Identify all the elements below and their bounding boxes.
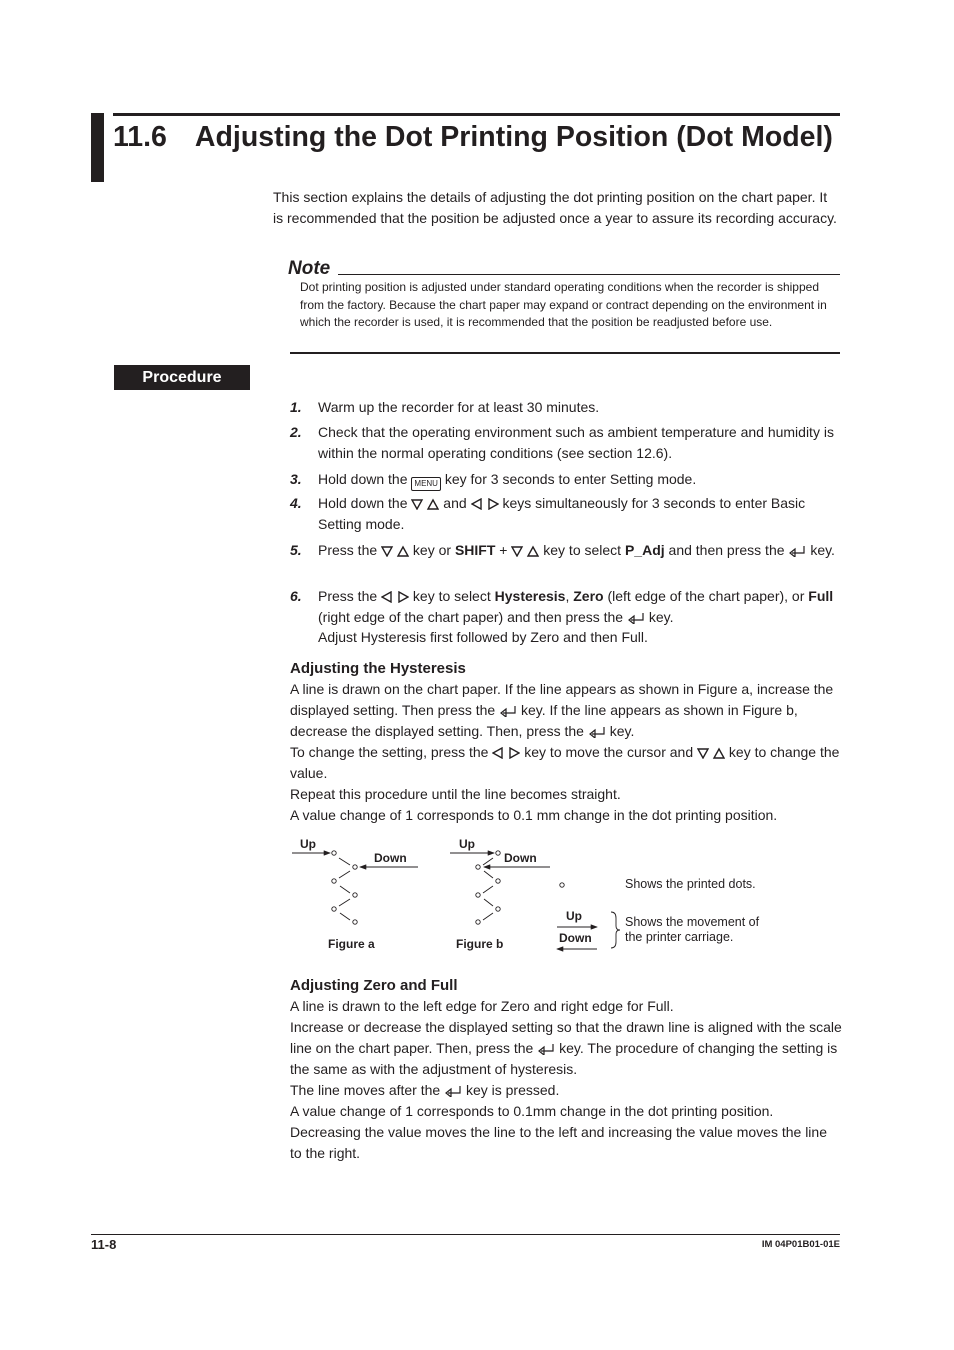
doc-id: IM 04P01B01-01E xyxy=(761,1239,840,1250)
text: The line moves after the xyxy=(290,1082,441,1098)
step-part: (right edge of the chart paper) and then… xyxy=(318,608,624,625)
legend-text: Shows the printed dots. xyxy=(625,877,756,891)
step-part: key or xyxy=(412,542,452,558)
hysteresis-body: A line is drawn on the chart paper. If t… xyxy=(290,679,842,826)
paragraph: Decreasing the value moves the line to t… xyxy=(290,1124,827,1161)
text: key. xyxy=(609,723,635,739)
figure-caption: Figure b xyxy=(456,937,504,951)
step-part: + xyxy=(499,542,508,558)
text: key to move the cursor and xyxy=(524,744,694,760)
step-text: Warm up the recorder for at least 30 min… xyxy=(318,397,843,418)
step-part: and then press the xyxy=(668,542,785,558)
figure-label: Down xyxy=(504,851,537,865)
intro: This section explains the details of adj… xyxy=(273,189,837,226)
figure-label: Up xyxy=(459,837,475,851)
heading-rule xyxy=(113,113,840,116)
legend-label: Down xyxy=(559,931,592,945)
heading-bar xyxy=(91,113,104,182)
text: key is pressed. xyxy=(465,1082,560,1098)
step-part: key to select xyxy=(543,542,622,558)
step-part: Check that the operating environment suc… xyxy=(318,424,834,461)
text: key to change the value. xyxy=(290,744,840,781)
figure-caption: Figure a xyxy=(328,937,375,951)
text: key. If the line appears as shown in Fig… xyxy=(290,702,798,739)
zero-full-body: A line is drawn to the left edge for Zer… xyxy=(290,996,842,1164)
subheading: Adjusting Zero and Full xyxy=(290,977,458,994)
step-number: 4. xyxy=(290,495,302,511)
step-text: Hold down the MENU key for 3 seconds to … xyxy=(318,469,843,491)
note-bottom-rule xyxy=(290,352,840,354)
step-part: Hysteresis xyxy=(494,588,566,604)
step-part: key to select xyxy=(412,588,491,604)
page-number: 11-8 xyxy=(91,1237,117,1252)
step-part: Adjust Hysteresis first followed by Zero… xyxy=(318,629,648,645)
step-part: and xyxy=(443,495,467,511)
step-part: Press the xyxy=(318,542,378,558)
figure-label: Up xyxy=(300,837,316,851)
step-part: (left edge of the chart paper), or xyxy=(607,588,805,604)
step-number: 5. xyxy=(290,542,302,558)
paragraph: The line moves after the key is pressed. xyxy=(290,1080,842,1101)
step-text: Hold down the and keys simultaneously fo… xyxy=(318,493,843,534)
paragraph: A value change of 1 corresponds to 0.1mm… xyxy=(290,1103,774,1119)
legend-label: Up xyxy=(566,909,582,923)
paragraph: A line is drawn to the left edge for Zer… xyxy=(290,998,674,1014)
text: A line is drawn on the chart paper. If t… xyxy=(290,681,834,718)
enter-key-icon xyxy=(537,1043,555,1055)
subheading: Adjusting the Hysteresis xyxy=(290,660,466,677)
paragraph: A value change of 1 corresponds to 0.1 m… xyxy=(290,807,778,823)
text: To change the setting, press the xyxy=(290,744,489,760)
section-number: 11.6 xyxy=(113,121,167,153)
step-part: key. xyxy=(648,608,674,625)
step-part: Full xyxy=(808,588,834,604)
step-part: keys simultaneously for 3 seconds to ent… xyxy=(318,495,806,532)
procedure-label: Procedure xyxy=(114,365,250,390)
section-heading: 11.6 Adjusting the Dot Printing Position … xyxy=(113,121,833,154)
step-number: 3. xyxy=(290,471,302,487)
paragraph: Increase or decrease the displayed setti… xyxy=(290,1017,842,1080)
footer-rule xyxy=(91,1234,840,1235)
step-part: , xyxy=(565,588,570,604)
step-part: key for 3 seconds to enter Setting mode. xyxy=(444,471,697,487)
step-part: Press the xyxy=(318,588,378,604)
note-text: Dot printing position is adjusted under … xyxy=(300,280,827,330)
step-text: Check that the operating environment suc… xyxy=(318,422,843,463)
text: Increase or decrease the displayed setti… xyxy=(290,1019,842,1056)
menu-key: MENU xyxy=(411,477,441,491)
paragraph: A line is drawn on the chart paper. If t… xyxy=(290,679,842,742)
legend-text: Shows the movement of the printer carria… xyxy=(625,915,760,944)
step-text: Press the key to select Hysteresis, Zero… xyxy=(318,586,843,648)
figure-label: Down xyxy=(374,851,407,865)
step-part: Warm up the recorder for at least 30 min… xyxy=(318,399,600,415)
enter-key-icon xyxy=(444,1085,462,1097)
paragraph: To change the setting, press the key to … xyxy=(290,742,842,784)
step-number: 2. xyxy=(290,424,302,440)
step-part: key. xyxy=(810,542,835,558)
section-title: Adjusting the Dot Printing Position (Dot… xyxy=(194,121,833,153)
step-part: Hold down the xyxy=(318,495,408,511)
step-part: P_Adj xyxy=(624,542,665,558)
text: key. The procedure of changing the setti… xyxy=(290,1040,838,1077)
step-number: 1. xyxy=(290,399,302,415)
step-part: Hold down the xyxy=(318,471,408,487)
note-label: Note xyxy=(288,258,331,279)
step-number: 6. xyxy=(290,588,302,604)
step-part: Zero xyxy=(573,588,604,604)
step-text: Press the key or SHIFT + key to select P… xyxy=(318,540,843,561)
paragraph: Repeat this procedure until the line bec… xyxy=(290,786,621,802)
step-part: SHIFT xyxy=(454,542,496,558)
note-rule xyxy=(338,274,840,275)
